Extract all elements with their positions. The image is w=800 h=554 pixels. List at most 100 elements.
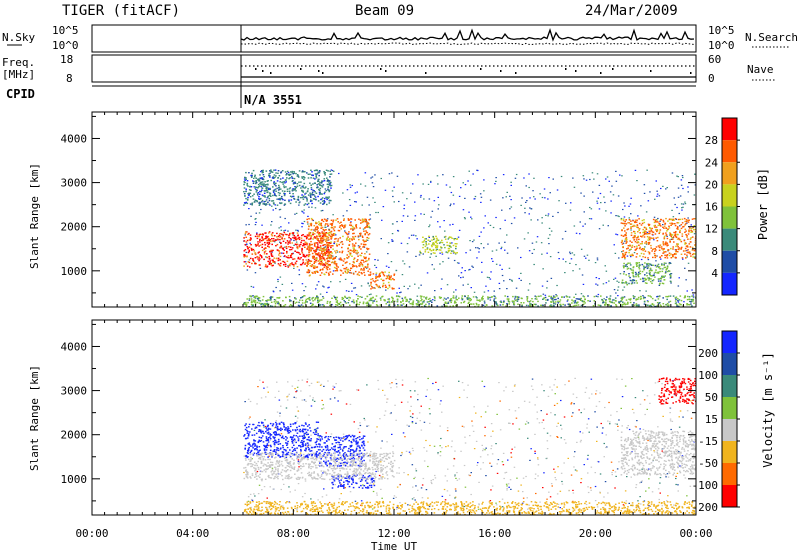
scatter-cell: [524, 423, 527, 425]
feature-cell: [292, 258, 294, 260]
feature-cell: [311, 191, 314, 193]
feature-cell: [268, 173, 270, 175]
scatter-cell: [584, 391, 587, 393]
feature-cell: [427, 251, 430, 253]
feature-cell: [328, 252, 330, 254]
feature-cell: [301, 196, 304, 199]
scatter-cell: [495, 180, 497, 182]
feature-cell: [268, 231, 271, 233]
feature-cell: [516, 299, 518, 301]
feature-cell: [257, 256, 260, 258]
scatter-cell: [618, 215, 620, 218]
feature-cell: [421, 298, 423, 301]
feature-cell: [286, 190, 289, 192]
feature-cell: [304, 171, 306, 173]
scatter-cell: [628, 217, 630, 219]
feature-cell: [270, 252, 273, 255]
scatter-cell: [616, 411, 618, 413]
scatter-cell: [505, 471, 508, 473]
feature-cell: [334, 250, 336, 252]
scatter-cell: [693, 233, 696, 235]
feature-cell: [636, 224, 639, 227]
feature-cell: [298, 246, 301, 248]
feature-cell: [344, 268, 347, 270]
feature-cell: [257, 243, 259, 245]
scatter-cell: [522, 491, 524, 493]
feature-cell: [691, 249, 694, 251]
feature-cell: [309, 232, 312, 234]
feature-cell: [322, 256, 324, 258]
feature-cell: [245, 190, 247, 193]
scatter-cell: [565, 442, 567, 444]
feature-cell: [272, 261, 274, 263]
feature-cell: [625, 264, 627, 266]
feature-cell: [544, 296, 547, 299]
feature-cell: [633, 302, 635, 304]
scatter-cell: [686, 256, 688, 258]
feature-cell: [642, 265, 645, 267]
feature-cell: [494, 301, 497, 303]
feature-cell: [436, 245, 439, 247]
scatter-cell: [507, 459, 509, 461]
feature-cell: [662, 249, 664, 251]
feature-cell: [458, 297, 460, 299]
feature-cell: [446, 305, 448, 307]
feature-cell: [638, 218, 640, 220]
feature-cell: [663, 276, 665, 278]
scatter-cell: [682, 258, 684, 260]
feature-cell: [252, 180, 254, 182]
feature-cell: [454, 252, 457, 254]
scatter-cell: [484, 411, 487, 413]
feature-cell: [355, 300, 358, 302]
feature-cell: [269, 297, 272, 299]
feature-cell: [302, 171, 305, 173]
scatter-cell: [672, 216, 675, 218]
feature-cell: [689, 246, 692, 248]
scatter-cell: [377, 259, 379, 261]
scatter-cell: [401, 192, 404, 194]
feature-cell: [572, 305, 575, 307]
feature-cell: [331, 224, 333, 226]
feature-cell: [319, 269, 321, 272]
feature-cell: [261, 194, 264, 196]
feature-cell: [331, 235, 334, 237]
scatter-cell: [554, 378, 556, 381]
feature-cell: [623, 262, 625, 265]
scatter-cell: [658, 284, 661, 286]
feature-cell: [679, 239, 682, 241]
feature-cell: [249, 234, 252, 236]
feature-cell: [305, 192, 307, 194]
feature-cell: [264, 265, 267, 268]
feature-cell: [252, 258, 254, 260]
feature-cell: [439, 241, 442, 243]
feature-cell: [270, 262, 272, 265]
feature-cell: [493, 295, 495, 297]
feature-cell: [384, 300, 386, 302]
scatter-cell: [480, 243, 482, 245]
feature-cell: [641, 270, 644, 273]
scatter-cell: [311, 206, 313, 208]
scatter-cell: [430, 479, 432, 482]
feature-cell: [345, 261, 347, 264]
feature-cell: [260, 255, 262, 257]
feature-cell: [692, 300, 695, 302]
scatter-cell: [396, 506, 398, 509]
nave-outlier-dot: [270, 72, 272, 74]
feature-cell: [686, 251, 689, 254]
scatter-cell: [439, 252, 441, 254]
feature-cell: [444, 305, 447, 307]
feature-cell: [611, 301, 613, 303]
feature-cell: [628, 251, 630, 254]
feature-cell: [310, 244, 312, 246]
feature-cell: [685, 233, 687, 236]
feature-cell: [309, 247, 311, 249]
scatter-cell: [616, 468, 619, 470]
feature-cell: [668, 218, 671, 220]
feature-cell: [346, 269, 348, 271]
scatter-cell: [537, 457, 539, 459]
scatter-cell: [444, 499, 447, 501]
feature-cell: [657, 280, 660, 282]
scatter-cell: [349, 491, 352, 493]
scatter-cell: [363, 246, 366, 248]
scatter-cell: [598, 184, 601, 186]
